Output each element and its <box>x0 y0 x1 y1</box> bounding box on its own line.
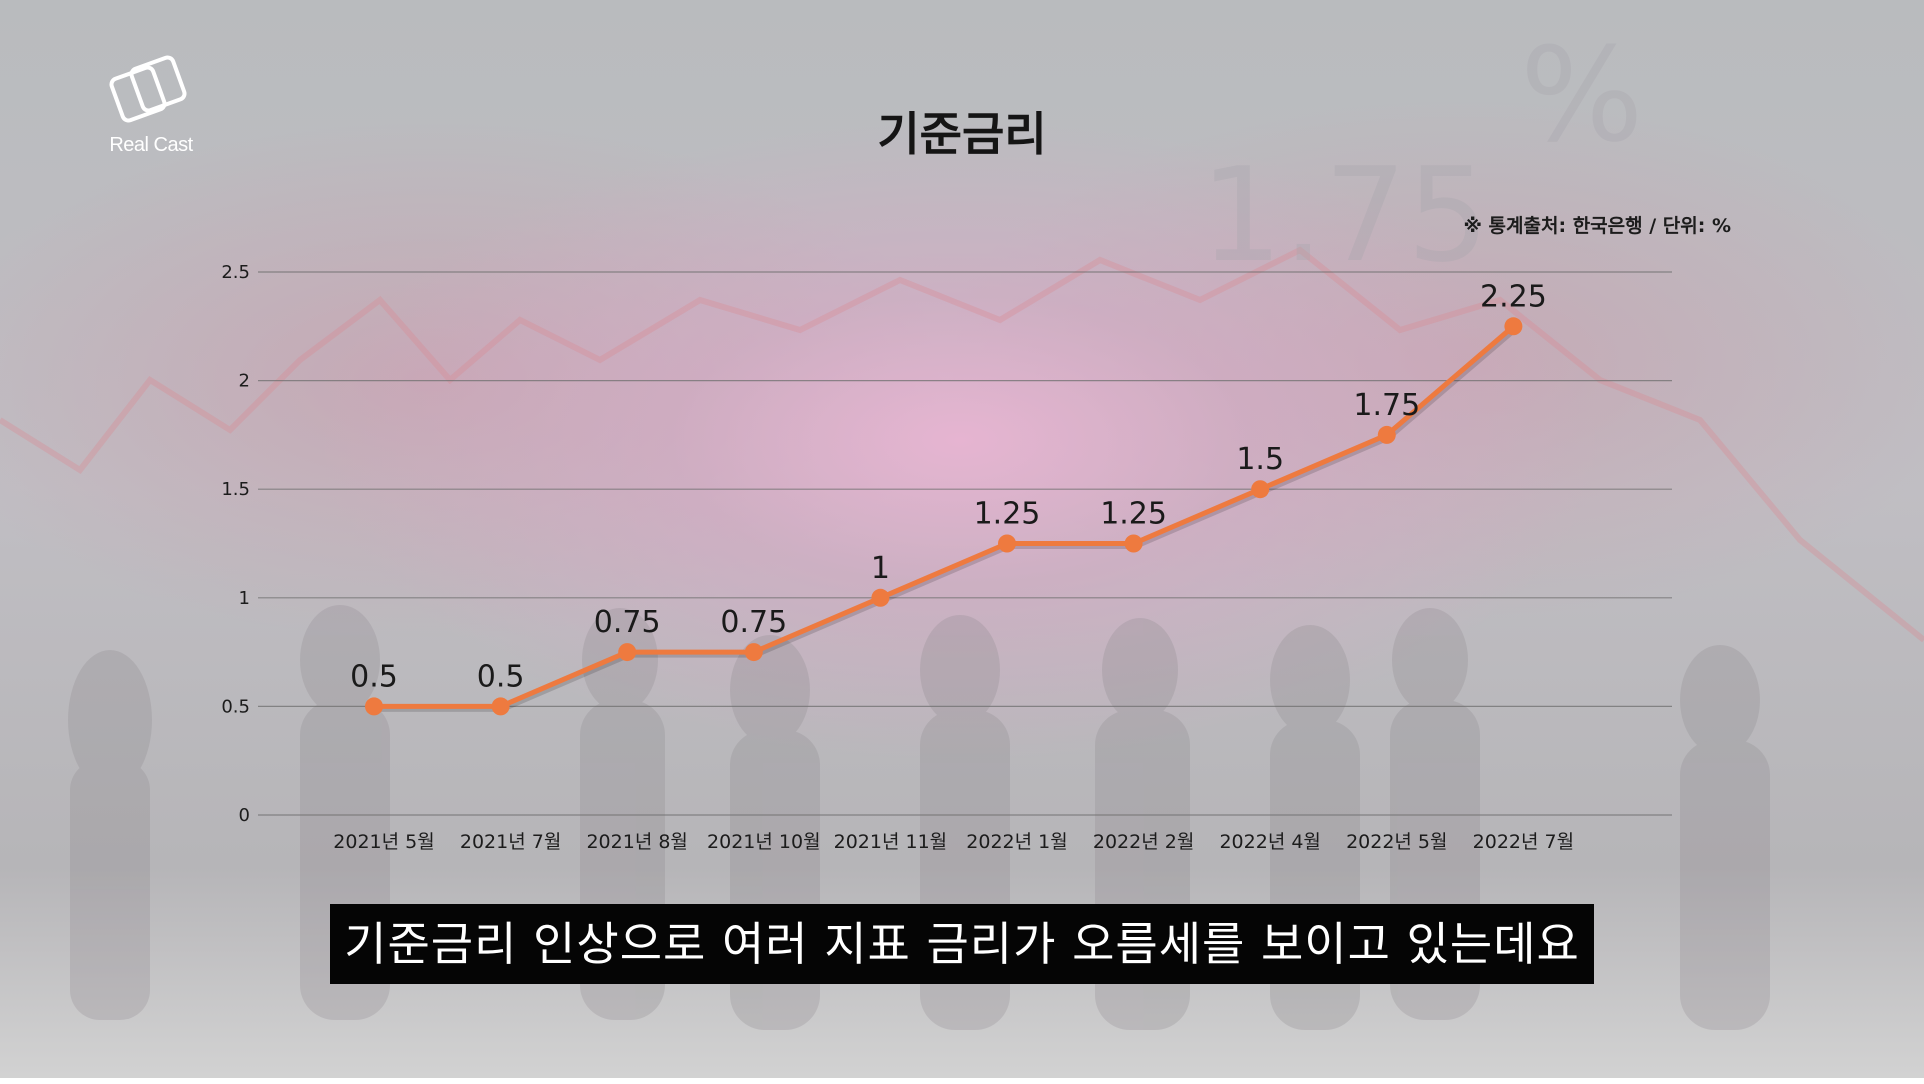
series-line-shadow <box>376 327 1518 712</box>
x-tick-label: 2022년 4월 <box>1219 831 1320 853</box>
y-tick-label: 0 <box>239 805 250 826</box>
chart-title: 기준금리 <box>877 107 1047 161</box>
data-point <box>871 588 890 607</box>
caption-container: 기준금리 인상으로 여러 지표 금리가 오름세를 보이고 있는데요 <box>0 904 1924 984</box>
data-point <box>1251 480 1270 499</box>
x-tick-label: 2022년 1월 <box>966 831 1067 853</box>
data-label: 1.25 <box>1100 497 1167 532</box>
x-tick-label: 2022년 2월 <box>1093 831 1194 853</box>
data-label: 1.5 <box>1236 442 1284 477</box>
data-label: 0.75 <box>720 605 787 640</box>
y-tick-label: 1.5 <box>221 479 250 500</box>
data-label: 0.5 <box>350 659 398 694</box>
x-tick-label: 2021년 10월 <box>707 831 821 853</box>
data-point <box>744 643 763 662</box>
data-label: 2.25 <box>1480 279 1547 314</box>
data-point <box>1377 425 1396 444</box>
data-point <box>365 697 383 716</box>
y-tick-label: 2.5 <box>221 262 250 283</box>
data-point <box>491 697 510 716</box>
y-tick-label: 2 <box>239 371 250 392</box>
x-tick-label: 2022년 5월 <box>1346 831 1447 853</box>
data-point <box>998 534 1016 553</box>
data-label: 1.25 <box>974 497 1041 532</box>
series-line <box>374 324 1516 709</box>
data-point <box>618 643 637 662</box>
data-point <box>1504 317 1523 336</box>
data-label: 0.5 <box>477 659 525 694</box>
realcast-logo-icon <box>109 55 187 123</box>
data-label: 0.75 <box>594 605 661 640</box>
bottom-border <box>0 1078 1924 1084</box>
logo-text: Real Cast <box>109 134 193 156</box>
x-tick-label: 2022년 7월 <box>1473 831 1574 853</box>
y-tick-label: 1 <box>239 588 250 609</box>
source-note: ※ 통계출처: 한국은행 / 단위: % <box>1463 215 1731 237</box>
data-point <box>1124 534 1143 553</box>
x-tick-label: 2021년 5월 <box>333 831 434 853</box>
data-label: 1 <box>871 551 890 586</box>
x-tick-label: 2021년 11월 <box>834 831 948 853</box>
y-tick-label: 0.5 <box>221 696 250 717</box>
data-label: 1.75 <box>1353 388 1420 423</box>
caption-text: 기준금리 인상으로 여러 지표 금리가 오름세를 보이고 있는데요 <box>330 904 1594 984</box>
x-tick-label: 2021년 7월 <box>460 831 561 853</box>
x-tick-label: 2021년 8월 <box>586 831 687 853</box>
